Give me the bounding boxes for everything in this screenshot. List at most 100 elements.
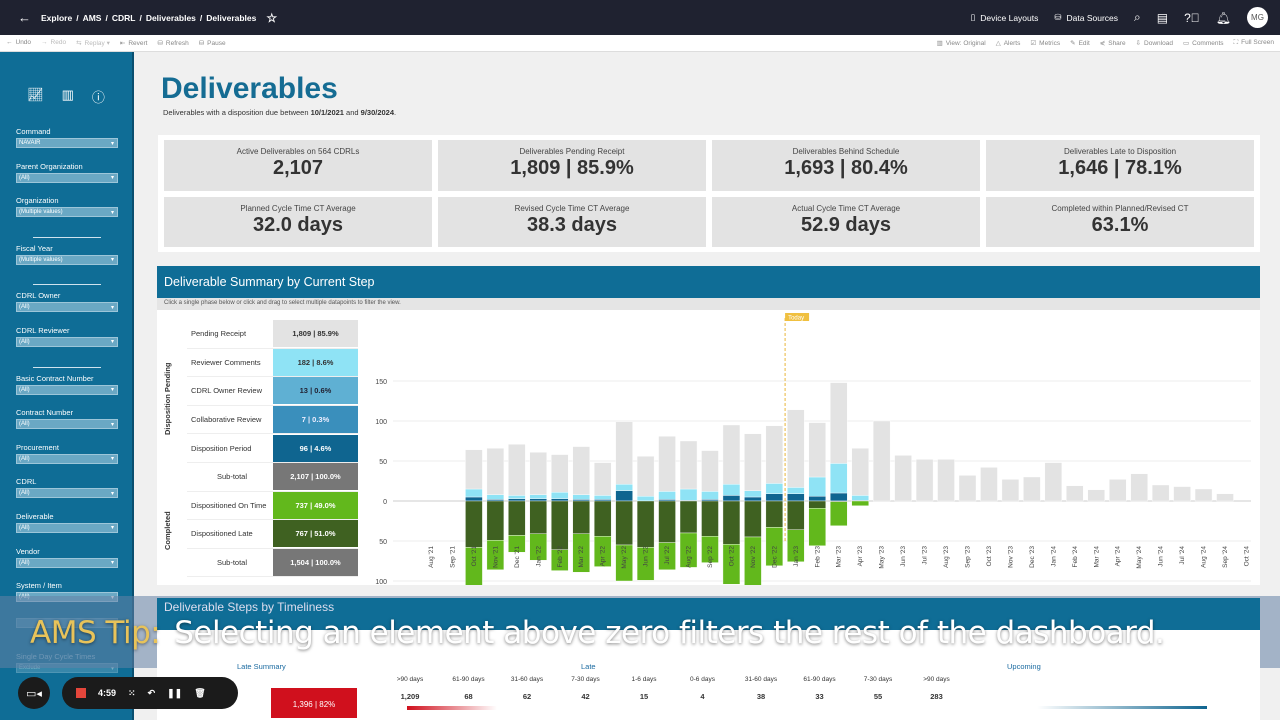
bar-segment[interactable] (551, 491, 569, 499)
bell-icon[interactable]: 🔔︎ (1215, 10, 1231, 25)
bar-segment[interactable] (744, 490, 762, 498)
bar-segment[interactable] (486, 447, 505, 495)
timeliness-col-value[interactable]: 38 (756, 692, 766, 701)
filter-dropdown[interactable]: NAVAIR ▾ (16, 138, 118, 148)
bar-segment[interactable] (1173, 486, 1191, 502)
bar-segment[interactable] (1216, 493, 1234, 502)
step-row[interactable]: Collaborative Review 7 | 0.3% (187, 406, 358, 435)
bar-segment[interactable] (508, 535, 526, 553)
bar-segment[interactable] (722, 424, 741, 485)
bar-segment[interactable] (572, 499, 590, 502)
bar-segment[interactable] (765, 425, 784, 484)
bar-segment[interactable] (615, 421, 633, 485)
bar-segment[interactable] (529, 500, 548, 534)
bar-segment[interactable] (787, 409, 805, 488)
pause-button[interactable]: ⛁ Pause (198, 40, 226, 47)
pause-record-icon[interactable]: ❚❚ (167, 687, 183, 698)
bar-segment[interactable] (593, 495, 612, 500)
bar-segment[interactable] (958, 475, 977, 502)
bar-segment[interactable] (744, 536, 762, 585)
bar-segment[interactable] (937, 459, 955, 502)
step-row[interactable]: Sub-total 1,504 | 100.0% (187, 549, 358, 578)
chart-icon[interactable]: 📈︎ (27, 87, 44, 102)
redo-button[interactable]: → Redo (41, 39, 67, 46)
view-original-button[interactable]: ▥ View: Original (936, 40, 986, 47)
bar-segment[interactable] (701, 450, 719, 492)
bar-segment[interactable] (508, 500, 526, 536)
bar-segment[interactable] (787, 500, 805, 530)
bar-segment[interactable] (1130, 473, 1148, 502)
bar-segment[interactable] (593, 535, 612, 567)
watchlist-icon[interactable]: ▤ (1156, 10, 1169, 25)
bar-segment[interactable] (1151, 484, 1170, 502)
bar-segment[interactable] (658, 435, 676, 492)
avatar[interactable]: MG (1247, 7, 1268, 28)
metrics-button[interactable]: ☑ Metrics (1030, 40, 1061, 47)
bar-segment[interactable] (765, 493, 784, 502)
bar-segment[interactable] (872, 420, 891, 502)
bar-segment[interactable] (486, 494, 505, 500)
bar-segment[interactable] (679, 500, 698, 534)
bar-segment[interactable] (808, 495, 826, 502)
kpi-card[interactable]: Actual Cycle Time CT Average 52.9 days (712, 196, 980, 247)
bar-segment[interactable] (1109, 479, 1127, 502)
step-value[interactable]: 1,809 | 85.9% (273, 320, 358, 348)
bar-segment[interactable] (787, 493, 805, 502)
filter-dropdown[interactable]: (All) ▾ (16, 419, 118, 430)
bar-segment[interactable] (744, 500, 762, 538)
breadcrumb-cdrl[interactable]: CDRL (111, 12, 136, 23)
bar-segment[interactable] (701, 535, 719, 563)
bar-segment[interactable] (572, 500, 590, 534)
filter-dropdown[interactable]: (All) ▾ (16, 172, 118, 183)
filter-dropdown[interactable]: (Multiple values) ▾ (16, 254, 118, 265)
kpi-card[interactable]: Completed within Planned/Revised CT 63.1% (986, 196, 1254, 247)
bar-segment[interactable] (551, 500, 569, 550)
map-icon[interactable]: ▥ (61, 87, 74, 102)
breadcrumb-explore[interactable]: Explore (41, 12, 73, 23)
bar-segment[interactable] (551, 549, 569, 571)
revert-button[interactable]: ⇤ Revert (119, 40, 148, 47)
bar-segment[interactable] (486, 499, 505, 502)
timeliness-col-value[interactable]: 55 (873, 692, 883, 701)
breadcrumb-deliverables[interactable]: Deliverables (145, 12, 196, 23)
bar-segment[interactable] (593, 500, 612, 537)
bar-segment[interactable] (636, 495, 655, 502)
replay-button[interactable]: ⇆ Replay ▾ (76, 40, 110, 47)
timeliness-col-value[interactable]: 33 (815, 692, 824, 701)
kpi-card[interactable]: Planned Cycle Time CT Average 32.0 days (164, 196, 432, 247)
bar-segment[interactable] (465, 500, 483, 548)
bar-segment[interactable] (529, 494, 548, 499)
alerts-button[interactable]: △ Alerts (995, 40, 1021, 47)
bar-segment[interactable] (1066, 485, 1084, 502)
bar-segment[interactable] (722, 500, 741, 545)
bar-segment[interactable] (722, 483, 741, 496)
bar-segment[interactable] (615, 500, 633, 546)
grid-icon[interactable]: ⁙ (128, 687, 136, 698)
bar-segment[interactable] (851, 495, 869, 501)
device-layouts-button[interactable]: ▯ Device Layouts (971, 12, 1039, 23)
search-icon[interactable]: ⌕ (1134, 10, 1141, 24)
bar-segment[interactable] (551, 454, 569, 493)
timeliness-col-value[interactable]: 4 (700, 692, 705, 701)
bar-segment[interactable] (465, 488, 483, 498)
bar-segment[interactable] (915, 459, 934, 502)
bar-segment[interactable] (1023, 476, 1041, 502)
bar-segment[interactable] (572, 494, 590, 500)
timeliness-col-value[interactable]: 15 (639, 692, 649, 701)
timeliness-col-value[interactable]: 283 (930, 692, 943, 701)
download-button[interactable]: ⇩ Download (1135, 40, 1173, 47)
late-summary-value[interactable]: 1,396 | 82% (271, 688, 357, 718)
step-value[interactable]: 182 | 8.6% (273, 348, 358, 376)
step-value[interactable]: 767 | 51.0% (273, 520, 358, 548)
bar-segment[interactable] (529, 451, 548, 495)
bar-segment[interactable] (615, 483, 633, 491)
bar-segment[interactable] (508, 443, 526, 496)
filter-dropdown[interactable]: (All) ▾ (16, 384, 118, 395)
bar-segment[interactable] (593, 462, 612, 496)
star-icon[interactable]: ☆ (266, 10, 278, 25)
step-value[interactable]: 737 | 49.0% (273, 491, 358, 519)
bar-segment[interactable] (465, 547, 483, 585)
stop-record-button[interactable] (76, 688, 86, 698)
share-button[interactable]: ⋞ Share (1099, 40, 1126, 47)
bar-segment[interactable] (551, 498, 569, 502)
